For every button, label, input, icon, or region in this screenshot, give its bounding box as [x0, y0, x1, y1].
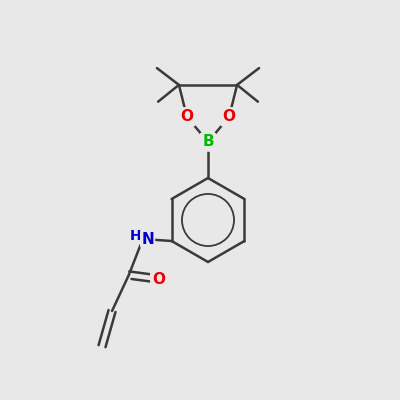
Text: O: O — [152, 272, 165, 286]
Text: H: H — [130, 229, 142, 243]
Text: O: O — [222, 109, 236, 124]
Text: B: B — [202, 134, 214, 150]
Text: O: O — [180, 109, 194, 124]
Text: N: N — [141, 232, 154, 246]
